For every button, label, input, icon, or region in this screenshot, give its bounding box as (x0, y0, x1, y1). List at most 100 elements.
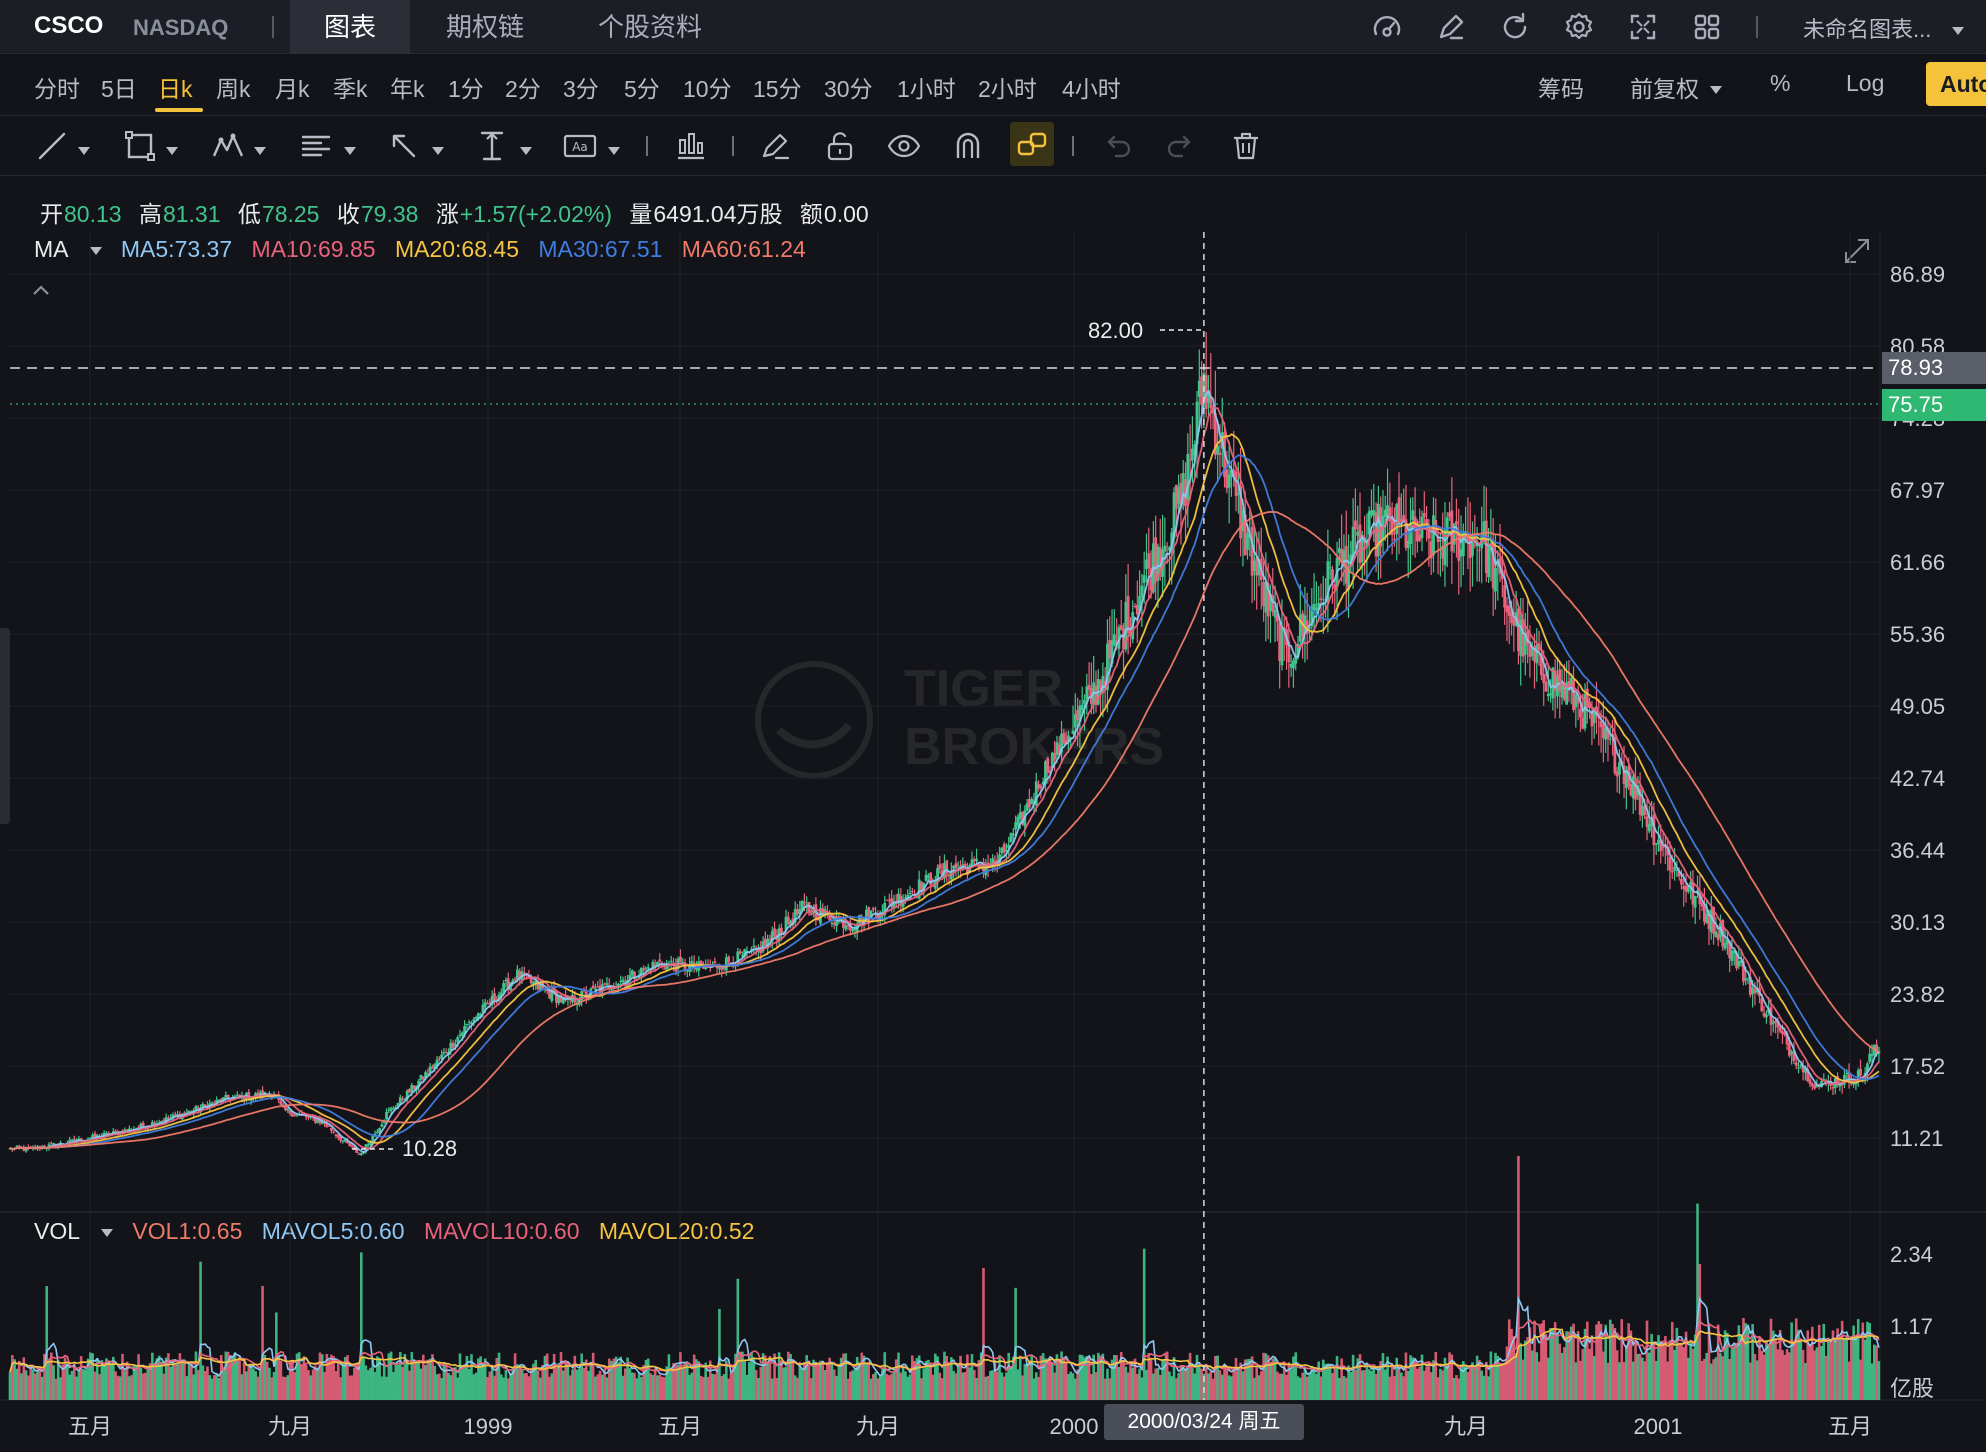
brush-tool-icon[interactable] (758, 128, 794, 164)
chevron-down-icon[interactable] (166, 142, 178, 160)
chevron-down-icon[interactable] (101, 1228, 114, 1237)
timeframe-intraday[interactable]: 分时 (34, 76, 80, 102)
volume-bar (75, 1376, 78, 1400)
chevron-down-icon[interactable] (608, 142, 620, 160)
tab-options-chain[interactable]: 期权链 (445, 12, 524, 42)
link-icon (1017, 132, 1047, 156)
volume-bar (1831, 1330, 1835, 1400)
timeframe-daily[interactable]: 日k (158, 76, 193, 102)
volume-bar (640, 1377, 643, 1400)
chevron-down-icon[interactable] (1952, 22, 1964, 40)
candle-body (1691, 882, 1695, 905)
timeframe-yearly[interactable]: 年k (390, 76, 425, 102)
timeframe-10m[interactable]: 10分 (683, 76, 732, 102)
redo-icon[interactable] (1162, 128, 1198, 164)
pattern-tool-icon[interactable] (210, 128, 246, 164)
link-tool-button[interactable] (1010, 122, 1054, 166)
volume-bar (669, 1369, 673, 1400)
volume-bar (1514, 1353, 1518, 1400)
chips-button[interactable]: 筹码 (1538, 76, 1584, 102)
text-tool-icon[interactable]: Aa (562, 128, 598, 164)
chart-name-dropdown[interactable]: 未命名图表... (1803, 17, 1932, 42)
timeframe-15m[interactable]: 15分 (753, 76, 802, 102)
trash-icon[interactable] (1228, 128, 1264, 164)
volume-bar (1390, 1364, 1394, 1400)
tab-stock-profile[interactable]: 个股资料 (597, 12, 702, 42)
side-panel-handle[interactable] (0, 628, 10, 824)
timeframe-3m[interactable]: 3分 (563, 76, 599, 102)
timeframe-2h[interactable]: 2小时 (978, 76, 1037, 102)
measure-tool-icon[interactable] (474, 128, 510, 164)
timeframe-2m[interactable]: 2分 (505, 76, 541, 102)
rectangle-tool-icon[interactable] (122, 128, 158, 164)
fullscreen-icon[interactable] (1626, 10, 1660, 44)
timeframe-5d[interactable]: 5日 (101, 76, 137, 102)
volume-bar (128, 1376, 131, 1400)
candle-body (488, 1002, 492, 1005)
candle-body (1319, 598, 1323, 600)
candle-body (334, 1134, 338, 1136)
candle-body (1044, 761, 1047, 785)
timeframe-1m[interactable]: 1分 (448, 76, 484, 102)
timeframe-4h[interactable]: 4小时 (1062, 76, 1121, 102)
candle-body (1517, 608, 1520, 652)
ma-indicator-dropdown[interactable]: MA (34, 236, 69, 262)
candle-body (1241, 510, 1245, 532)
candle-body (392, 1108, 395, 1110)
undo-icon[interactable] (1100, 128, 1136, 164)
auto-scale-button[interactable]: Auto (1926, 62, 1986, 106)
volume-bar (1308, 1373, 1311, 1400)
candle-body (284, 1105, 287, 1111)
pencil-icon[interactable] (1434, 10, 1468, 44)
refresh-icon[interactable] (1498, 10, 1532, 44)
adjust-dropdown[interactable]: 前复权 (1630, 76, 1699, 102)
chevron-down-icon[interactable] (78, 142, 90, 160)
candle-body (261, 1090, 264, 1097)
volume-bar (809, 1378, 813, 1400)
speedometer-icon[interactable] (1370, 10, 1404, 44)
candle-body (1634, 780, 1637, 800)
timeframe-30m[interactable]: 30分 (824, 76, 873, 102)
volume-bar (139, 1367, 143, 1400)
line-tool-icon[interactable] (34, 128, 70, 164)
volume-bar (343, 1357, 347, 1400)
candle-tool-icon[interactable] (672, 128, 708, 164)
chevron-down-icon[interactable] (432, 142, 444, 160)
candle-body (1445, 517, 1449, 534)
candle-body (1009, 833, 1013, 843)
volume-bar (1468, 1367, 1472, 1400)
timeframe-monthly[interactable]: 月k (275, 76, 310, 102)
candle-body (139, 1123, 143, 1128)
timeframe-weekly[interactable]: 周k (216, 76, 251, 102)
candle-body (318, 1118, 322, 1124)
volume-bar (908, 1374, 912, 1400)
timeframe-quarterly[interactable]: 季k (333, 76, 368, 102)
fibonacci-tool-icon[interactable] (298, 128, 334, 164)
percent-button[interactable]: % (1770, 70, 1791, 96)
time-tick-label: 2000 (1050, 1414, 1099, 1439)
chevron-down-icon[interactable] (1710, 81, 1722, 99)
chevron-down-icon[interactable] (254, 142, 266, 160)
layout-grid-icon[interactable] (1690, 10, 1724, 44)
vol-indicator-dropdown[interactable]: VOL (34, 1218, 81, 1244)
gear-icon[interactable] (1562, 10, 1596, 44)
arrow-tool-icon[interactable] (386, 128, 422, 164)
timeframe-1h[interactable]: 1小时 (897, 76, 956, 102)
volume-bar (286, 1375, 290, 1400)
volume-bar (157, 1355, 161, 1400)
volume-bar (1025, 1363, 1029, 1400)
magnet-icon[interactable] (950, 128, 986, 164)
chevron-down-icon[interactable] (89, 246, 102, 255)
chevron-down-icon[interactable] (344, 142, 356, 160)
eye-icon[interactable] (886, 128, 922, 164)
collapse-caret-icon[interactable] (30, 282, 52, 298)
candle-body (982, 861, 985, 872)
candle-body (920, 881, 923, 893)
timeframe-5m[interactable]: 5分 (624, 76, 660, 102)
log-button[interactable]: Log (1846, 70, 1885, 96)
chevron-down-icon[interactable] (520, 142, 532, 160)
unlock-icon[interactable] (822, 128, 858, 164)
tab-chart[interactable]: 图表 (290, 0, 410, 54)
volume-bar (1115, 1355, 1118, 1400)
